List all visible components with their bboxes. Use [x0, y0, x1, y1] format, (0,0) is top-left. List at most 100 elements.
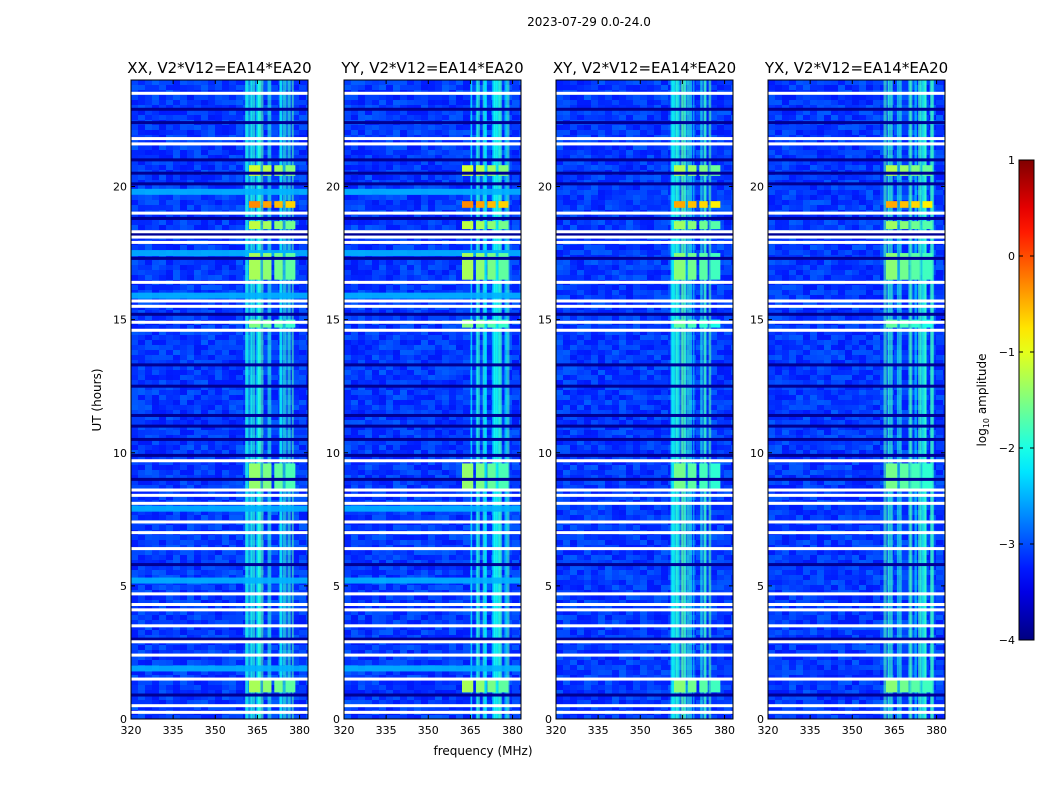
noise-cell: [435, 335, 442, 340]
noise-cell: [215, 655, 222, 660]
noise-cell: [512, 355, 519, 360]
noise-cell: [222, 650, 229, 655]
noise-cell: [138, 345, 145, 350]
noise-cell: [264, 675, 271, 680]
noise-cell: [229, 680, 236, 685]
noise-cell: [229, 95, 236, 100]
noise-cell: [215, 335, 222, 340]
noise-cell: [456, 265, 463, 270]
noise-cell: [229, 455, 236, 460]
noise-cell: [173, 195, 180, 200]
noise-cell: [519, 200, 521, 205]
noise-cell: [180, 440, 187, 445]
noise-cell: [166, 145, 173, 150]
noise-cell: [201, 225, 208, 230]
noise-cell: [236, 175, 243, 180]
noise-cell: [264, 595, 271, 600]
noise-cell: [299, 405, 306, 410]
noise-cell: [344, 110, 351, 115]
noise-cell: [145, 105, 152, 110]
noise-cell: [512, 345, 519, 350]
noise-cell: [386, 365, 393, 370]
noise-cell: [131, 625, 138, 630]
noise-cell: [215, 195, 222, 200]
noise-cell: [271, 585, 278, 590]
noise-cell: [222, 195, 229, 200]
noise-cell: [512, 360, 519, 365]
noise-cell: [407, 105, 414, 110]
noise-cell: [180, 460, 187, 465]
noise-cell: [194, 80, 201, 85]
noise-cell: [187, 380, 194, 385]
noise-cell: [152, 600, 159, 605]
noise-cell: [180, 185, 187, 190]
noise-cell: [229, 105, 236, 110]
noise-cell: [484, 195, 491, 200]
noise-cell: [187, 550, 194, 555]
noise-cell: [271, 525, 278, 530]
noise-cell: [435, 360, 442, 365]
noise-cell: [145, 450, 152, 455]
noise-cell: [264, 565, 271, 570]
noise-cell: [386, 245, 393, 250]
noise-cell: [166, 345, 173, 350]
noise-cell: [229, 535, 236, 540]
noise-cell: [512, 100, 519, 105]
noise-cell: [201, 330, 208, 335]
noise-cell: [194, 460, 201, 465]
noise-cell: [344, 290, 351, 295]
noise-cell: [152, 150, 159, 155]
noise-cell: [222, 200, 229, 205]
noise-cell: [194, 155, 201, 160]
noise-cell: [208, 350, 215, 355]
noise-cell: [201, 475, 208, 480]
noise-cell: [208, 270, 215, 275]
noise-cell: [435, 325, 442, 330]
noise-cell: [173, 290, 180, 295]
noise-cell: [264, 150, 271, 155]
noise-cell: [351, 100, 358, 105]
noise-cell: [236, 325, 243, 330]
noise-cell: [512, 80, 519, 85]
noise-cell: [180, 325, 187, 330]
noise-cell: [166, 670, 173, 675]
noise-cell: [271, 340, 278, 345]
noise-cell: [173, 370, 180, 375]
noise-cell: [400, 115, 407, 120]
noise-cell: [131, 115, 138, 120]
noise-cell: [201, 460, 208, 465]
noise-cell: [194, 405, 201, 410]
noise-cell: [215, 115, 222, 120]
noise-cell: [421, 355, 428, 360]
noise-cell: [358, 145, 365, 150]
noise-cell: [173, 690, 180, 695]
noise-cell: [173, 565, 180, 570]
noise-cell: [407, 310, 414, 315]
noise-cell: [208, 450, 215, 455]
noise-cell: [201, 490, 208, 495]
noise-cell: [358, 285, 365, 290]
noise-cell: [365, 265, 372, 270]
noise-cell: [271, 605, 278, 610]
noise-cell: [470, 195, 477, 200]
noise-cell: [463, 340, 470, 345]
noise-cell: [194, 440, 201, 445]
noise-cell: [386, 155, 393, 160]
noise-cell: [519, 290, 521, 295]
noise-cell: [159, 380, 166, 385]
noise-cell: [173, 100, 180, 105]
noise-cell: [292, 680, 299, 685]
noise-cell: [180, 660, 187, 665]
noise-cell: [236, 660, 243, 665]
noise-cell: [512, 200, 519, 205]
noise-cell: [264, 645, 271, 650]
noise-cell: [379, 95, 386, 100]
noise-cell: [215, 270, 222, 275]
noise-cell: [201, 660, 208, 665]
noise-cell: [187, 595, 194, 600]
noise-cell: [512, 290, 519, 295]
noise-cell: [201, 350, 208, 355]
noise-cell: [428, 130, 435, 135]
noise-cell: [442, 105, 449, 110]
noise-cell: [180, 330, 187, 335]
